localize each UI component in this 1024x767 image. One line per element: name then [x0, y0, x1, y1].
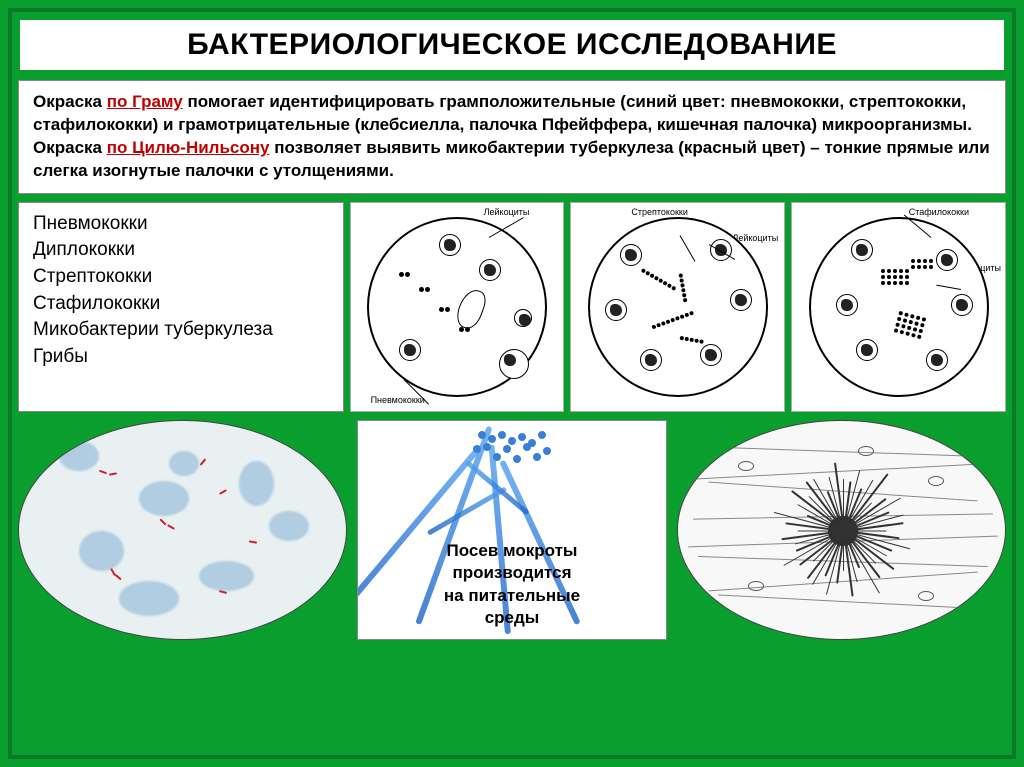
- microscope-field-3: [809, 217, 989, 397]
- middle-row: Пневмококки Диплококки Стрептококки Стаф…: [18, 202, 1006, 412]
- caption-line: Посев мокроты: [362, 540, 661, 562]
- list-item: Пневмококки: [33, 211, 329, 238]
- photo-fungi: Посев мокроты производится на питательны…: [357, 420, 666, 640]
- desc-paragraph-2: Окраска по Цилю-Нильсону позволяет выяви…: [33, 137, 991, 183]
- desc-lead-1: Окраска: [33, 92, 107, 111]
- organism-list-box: Пневмококки Диплококки Стрептококки Стаф…: [18, 202, 344, 412]
- desc-paragraph-1: Окраска по Граму помогает идентифицирова…: [33, 91, 991, 137]
- microscope-field-2: [588, 217, 768, 397]
- description-box: Окраска по Граму помогает идентифицирова…: [18, 80, 1006, 194]
- desc-keyword-2: по Цилю-Нильсону: [107, 138, 270, 157]
- slide-frame: БАКТЕРИОЛОГИЧЕСКОЕ ИССЛЕДОВАНИЕ Окраска …: [8, 8, 1016, 759]
- list-item: Стрептококки: [33, 264, 329, 291]
- micro-panel-pneumococci: Лейкоциты Пневмококки: [350, 202, 565, 412]
- microscope-field-1: [367, 217, 547, 397]
- micro-label-streptococci: Стрептококки: [631, 207, 687, 217]
- list-item: Диплококки: [33, 237, 329, 264]
- caption-line: производится: [362, 562, 661, 584]
- culture-caption: Посев мокроты производится на питательны…: [358, 534, 665, 638]
- photo-actinomyces: [677, 420, 1006, 640]
- micro-label-leukocytes: Лейкоциты: [484, 207, 530, 217]
- bottom-row: Посев мокроты производится на питательны…: [18, 420, 1006, 749]
- micro-label-pneumococci: Пневмококки: [371, 395, 425, 405]
- list-item: Микобактерии туберкулеза: [33, 317, 329, 344]
- list-item: Стафилококки: [33, 291, 329, 318]
- micro-label-staphylococci: Стафилококки: [909, 207, 969, 217]
- micro-panel-staphylococci: Стафилококки Лейкоциты: [791, 202, 1006, 412]
- caption-line: среды: [362, 607, 661, 629]
- list-item: Грибы: [33, 344, 329, 371]
- slide-title: БАКТЕРИОЛОГИЧЕСКОЕ ИССЛЕДОВАНИЕ: [18, 18, 1006, 72]
- caption-line: на питательные: [362, 585, 661, 607]
- micro-panel-streptococci: Стрептококки Лейкоциты: [570, 202, 785, 412]
- photo-ziehl-neelsen: [18, 420, 347, 640]
- desc-keyword-1: по Граму: [107, 92, 183, 111]
- desc-lead-2: Окраска: [33, 138, 107, 157]
